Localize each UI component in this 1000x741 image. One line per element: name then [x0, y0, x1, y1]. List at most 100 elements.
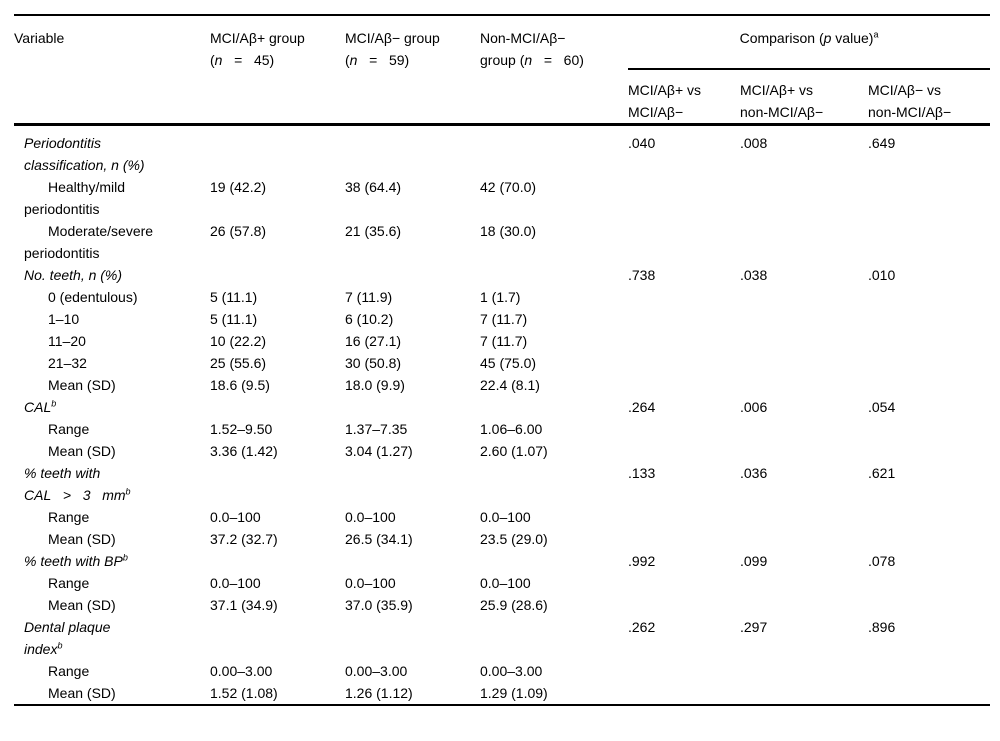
cell-value: 16 (27.1)	[345, 333, 402, 349]
cell-value: 1.52 (1.08)	[210, 682, 345, 706]
cell-pvalue	[740, 418, 868, 440]
group-name: MCI/Aβ− group	[345, 30, 440, 46]
col-header-group-mci-abeta-neg: MCI/Aβ− group (n = 59)	[345, 15, 480, 126]
row-label: % teeth with BPb	[24, 552, 128, 569]
cell-pvalue	[868, 418, 990, 440]
cell-pvalue: .738	[628, 267, 656, 283]
cell-value	[345, 264, 480, 286]
cell-pvalue	[628, 374, 740, 396]
cell-value	[480, 125, 628, 177]
section-row: % teeth with BPb .992 .099 .078	[14, 550, 990, 572]
cell-value: 37.1 (34.9)	[210, 597, 278, 613]
table-container: Variable MCI/Aβ+ group (n = 45) MCI/Aβ− …	[14, 14, 991, 706]
section-row: Dental plaque indexb .262 .297 .896	[14, 616, 990, 660]
cell-pvalue: .262	[628, 619, 656, 635]
cell-value: 38 (64.4)	[345, 179, 402, 195]
cell-value	[210, 125, 345, 177]
data-row: Healthy/mild periodontitis 19 (42.2) 38 (64…	[14, 176, 990, 220]
cell-pvalue	[740, 374, 868, 396]
cell-value: 5 (11.1)	[210, 311, 258, 327]
cell-pvalue: .133	[628, 465, 656, 481]
cell-value: 3.36 (1.42)	[210, 443, 278, 459]
cell-pvalue	[740, 682, 868, 706]
periodontal-comparison-table: Variable MCI/Aβ+ group (n = 45) MCI/Aβ− …	[14, 14, 991, 706]
cell-value: 1.52–9.50	[210, 421, 273, 437]
cell-pvalue	[740, 660, 868, 682]
cell-value: 0.0–100	[210, 509, 261, 525]
cell-value: 18.6 (9.5)	[210, 377, 270, 393]
cell-value: 0.00–3.00	[210, 663, 273, 679]
row-label: Periodontitis classification, n (%)	[24, 135, 145, 173]
row-label: Range	[48, 663, 90, 679]
cell-pvalue	[868, 440, 990, 462]
row-label: No. teeth, n (%)	[24, 267, 123, 283]
cell-value: 1.37–7.35	[345, 421, 408, 437]
cell-pvalue	[628, 572, 740, 594]
cell-pvalue: .297	[740, 619, 768, 635]
row-label: 11–20	[48, 333, 86, 349]
cell-pvalue: .099	[740, 553, 768, 569]
cell-pvalue: .621	[868, 465, 896, 481]
data-row: Range 0.00–3.00 0.00–3.00 0.00–3.00	[14, 660, 990, 682]
data-row: 0 (edentulous) 5 (11.1) 7 (11.9) 1 (1.7)	[14, 286, 990, 308]
data-row: 21–32 25 (55.6) 30 (50.8) 45 (75.0)	[14, 352, 990, 374]
cell-value: 26 (57.8)	[210, 223, 267, 239]
row-label: Range	[48, 509, 90, 525]
cell-pvalue	[628, 528, 740, 550]
col-header-comparison: Comparison (p value)a	[628, 15, 991, 70]
cell-value: 7 (11.9)	[345, 289, 393, 305]
cell-pvalue	[868, 374, 990, 396]
cell-value: 1.26 (1.12)	[345, 682, 480, 706]
footnote-marker-b: b	[122, 552, 128, 563]
row-label: Healthy/mild periodontitis	[24, 179, 126, 217]
cell-pvalue	[628, 506, 740, 528]
cell-value: 37.0 (35.9)	[345, 597, 413, 613]
cell-pvalue	[868, 572, 990, 594]
cell-value	[480, 616, 628, 660]
cell-pvalue	[740, 176, 868, 220]
cell-pvalue	[740, 572, 868, 594]
group-name: MCI/Aβ+ group	[210, 30, 305, 46]
cell-pvalue: .040	[628, 135, 656, 151]
data-row: Moderate/severe periodontitis 26 (57.8) 21 …	[14, 220, 990, 264]
group-name: Non-MCI/Aβ−	[480, 30, 566, 46]
data-row: 1–10 5 (11.1) 6 (10.2) 7 (11.7)	[14, 308, 990, 330]
data-row: 11–20 10 (22.2) 16 (27.1) 7 (11.7)	[14, 330, 990, 352]
cell-value: 37.2 (32.7)	[210, 531, 278, 547]
row-label: Moderate/severe periodontitis	[24, 223, 154, 261]
cell-pvalue: .008	[740, 135, 768, 151]
section-row: No. teeth, n (%) .738 .038 .010	[14, 264, 990, 286]
row-label: CALb	[24, 398, 57, 415]
row-label: Mean (SD)	[48, 377, 116, 393]
data-row: Range 0.0–100 0.0–100 0.0–100	[14, 506, 990, 528]
col-header-group-mci-abeta-pos: MCI/Aβ+ group (n = 45)	[210, 15, 345, 126]
header-row-subcomparisons: MCI/Aβ+ vs MCI/Aβ− MCI/Aβ+ vs non-MCI/Aβ…	[14, 69, 991, 126]
row-label: Mean (SD)	[14, 682, 210, 706]
data-row: Mean (SD) 3.36 (1.42) 3.04 (1.27) 2.60 (1.0…	[14, 440, 990, 462]
cell-pvalue	[740, 220, 868, 264]
row-label: Range	[48, 575, 90, 591]
cell-value	[210, 462, 345, 506]
cell-value: 1.06–6.00	[480, 421, 543, 437]
cell-value	[345, 396, 480, 418]
cell-value: 0.00–3.00	[345, 663, 408, 679]
cell-pvalue	[628, 594, 740, 616]
cell-pvalue	[740, 352, 868, 374]
cell-value: 42 (70.0)	[480, 179, 537, 195]
cell-pvalue: .038	[740, 267, 768, 283]
cell-value	[480, 396, 628, 418]
data-row: Mean (SD) 37.2 (32.7) 26.5 (34.1) 23.5 (29.…	[14, 528, 990, 550]
cell-pvalue	[868, 682, 991, 706]
cell-pvalue	[628, 352, 740, 374]
cell-pvalue: .078	[868, 553, 896, 569]
cell-value: 0.0–100	[345, 509, 396, 525]
col-header-vs-neg-nonneg: MCI/Aβ− vs non-MCI/Aβ−	[868, 69, 991, 126]
cell-value: 21 (35.6)	[345, 223, 402, 239]
data-row: Range 1.52–9.50 1.37–7.35 1.06–6.00	[14, 418, 990, 440]
cell-pvalue: .649	[868, 135, 896, 151]
cell-value: 25.9 (28.6)	[480, 597, 548, 613]
cell-value: 30 (50.8)	[345, 355, 402, 371]
cell-pvalue	[868, 594, 990, 616]
row-label: Range	[48, 421, 90, 437]
cell-value: 19 (42.2)	[210, 179, 267, 195]
